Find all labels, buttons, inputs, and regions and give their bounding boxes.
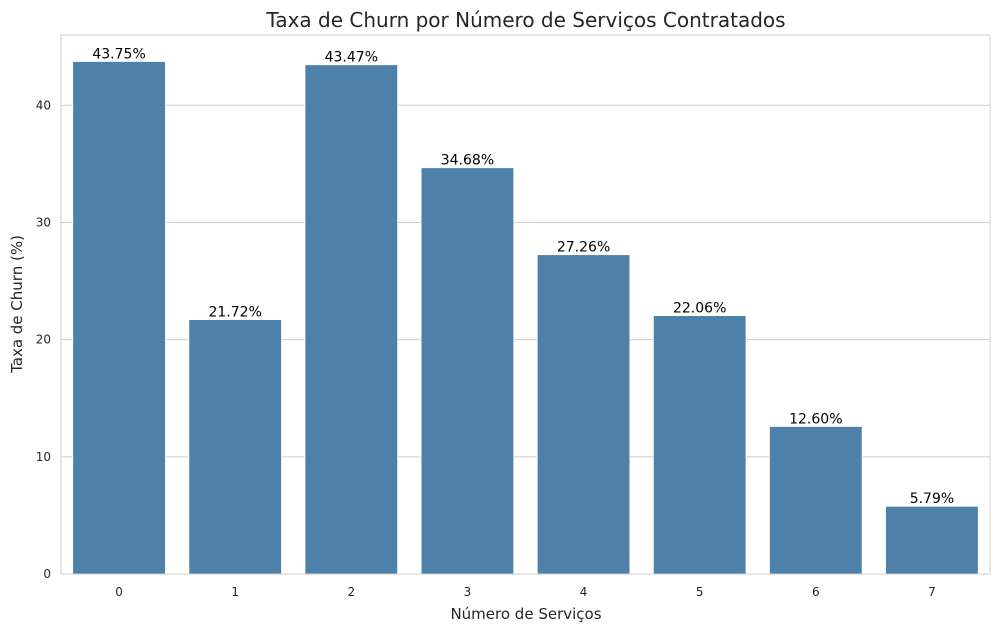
data-label-1: 21.72% [208, 304, 261, 320]
data-label-3: 34.68% [441, 153, 494, 169]
bar-6 [768, 425, 863, 575]
bar-1 [188, 318, 283, 575]
data-label-4: 27.26% [557, 240, 610, 256]
x-tick-label: 6 [812, 585, 820, 599]
bars [72, 60, 979, 575]
x-tick-label: 5 [696, 585, 704, 599]
x-tick-label: 7 [928, 585, 936, 599]
x-axis-label: Número de Serviços [450, 605, 601, 623]
y-axis-label: Taxa de Churn (%) [8, 235, 26, 374]
data-label-7: 5.79% [910, 491, 954, 507]
bar-0 [72, 60, 167, 575]
x-tick-label: 4 [580, 585, 588, 599]
data-label-6: 12.60% [789, 411, 842, 427]
y-tick-label: 30 [36, 215, 51, 229]
data-label-5: 22.06% [673, 301, 726, 317]
x-tick-label: 3 [464, 585, 472, 599]
bar-4 [536, 254, 631, 575]
bar-5 [652, 315, 747, 575]
bar-2 [304, 64, 399, 575]
y-tick-label: 40 [36, 98, 51, 112]
data-label-2: 43.47% [325, 50, 378, 66]
plot-frame [60, 34, 991, 575]
axis-ticks: 0 10 20 30 40 0 1 2 3 4 5 6 7 [36, 98, 936, 599]
chart-title: Taxa de Churn por Número de Serviços Con… [265, 8, 785, 32]
data-labels: 43.75% 21.72% 43.47% 34.68% 27.26% 22.06% 12.6… [92, 46, 954, 507]
data-label-0: 43.75% [92, 46, 145, 62]
bar-7 [884, 505, 979, 575]
y-tick-label: 0 [43, 567, 51, 581]
x-tick-label: 1 [231, 585, 239, 599]
y-tick-label: 20 [36, 333, 51, 347]
x-tick-label: 2 [347, 585, 355, 599]
x-tick-label: 0 [115, 585, 123, 599]
y-tick-label: 10 [36, 450, 51, 464]
bar-3 [420, 167, 515, 575]
